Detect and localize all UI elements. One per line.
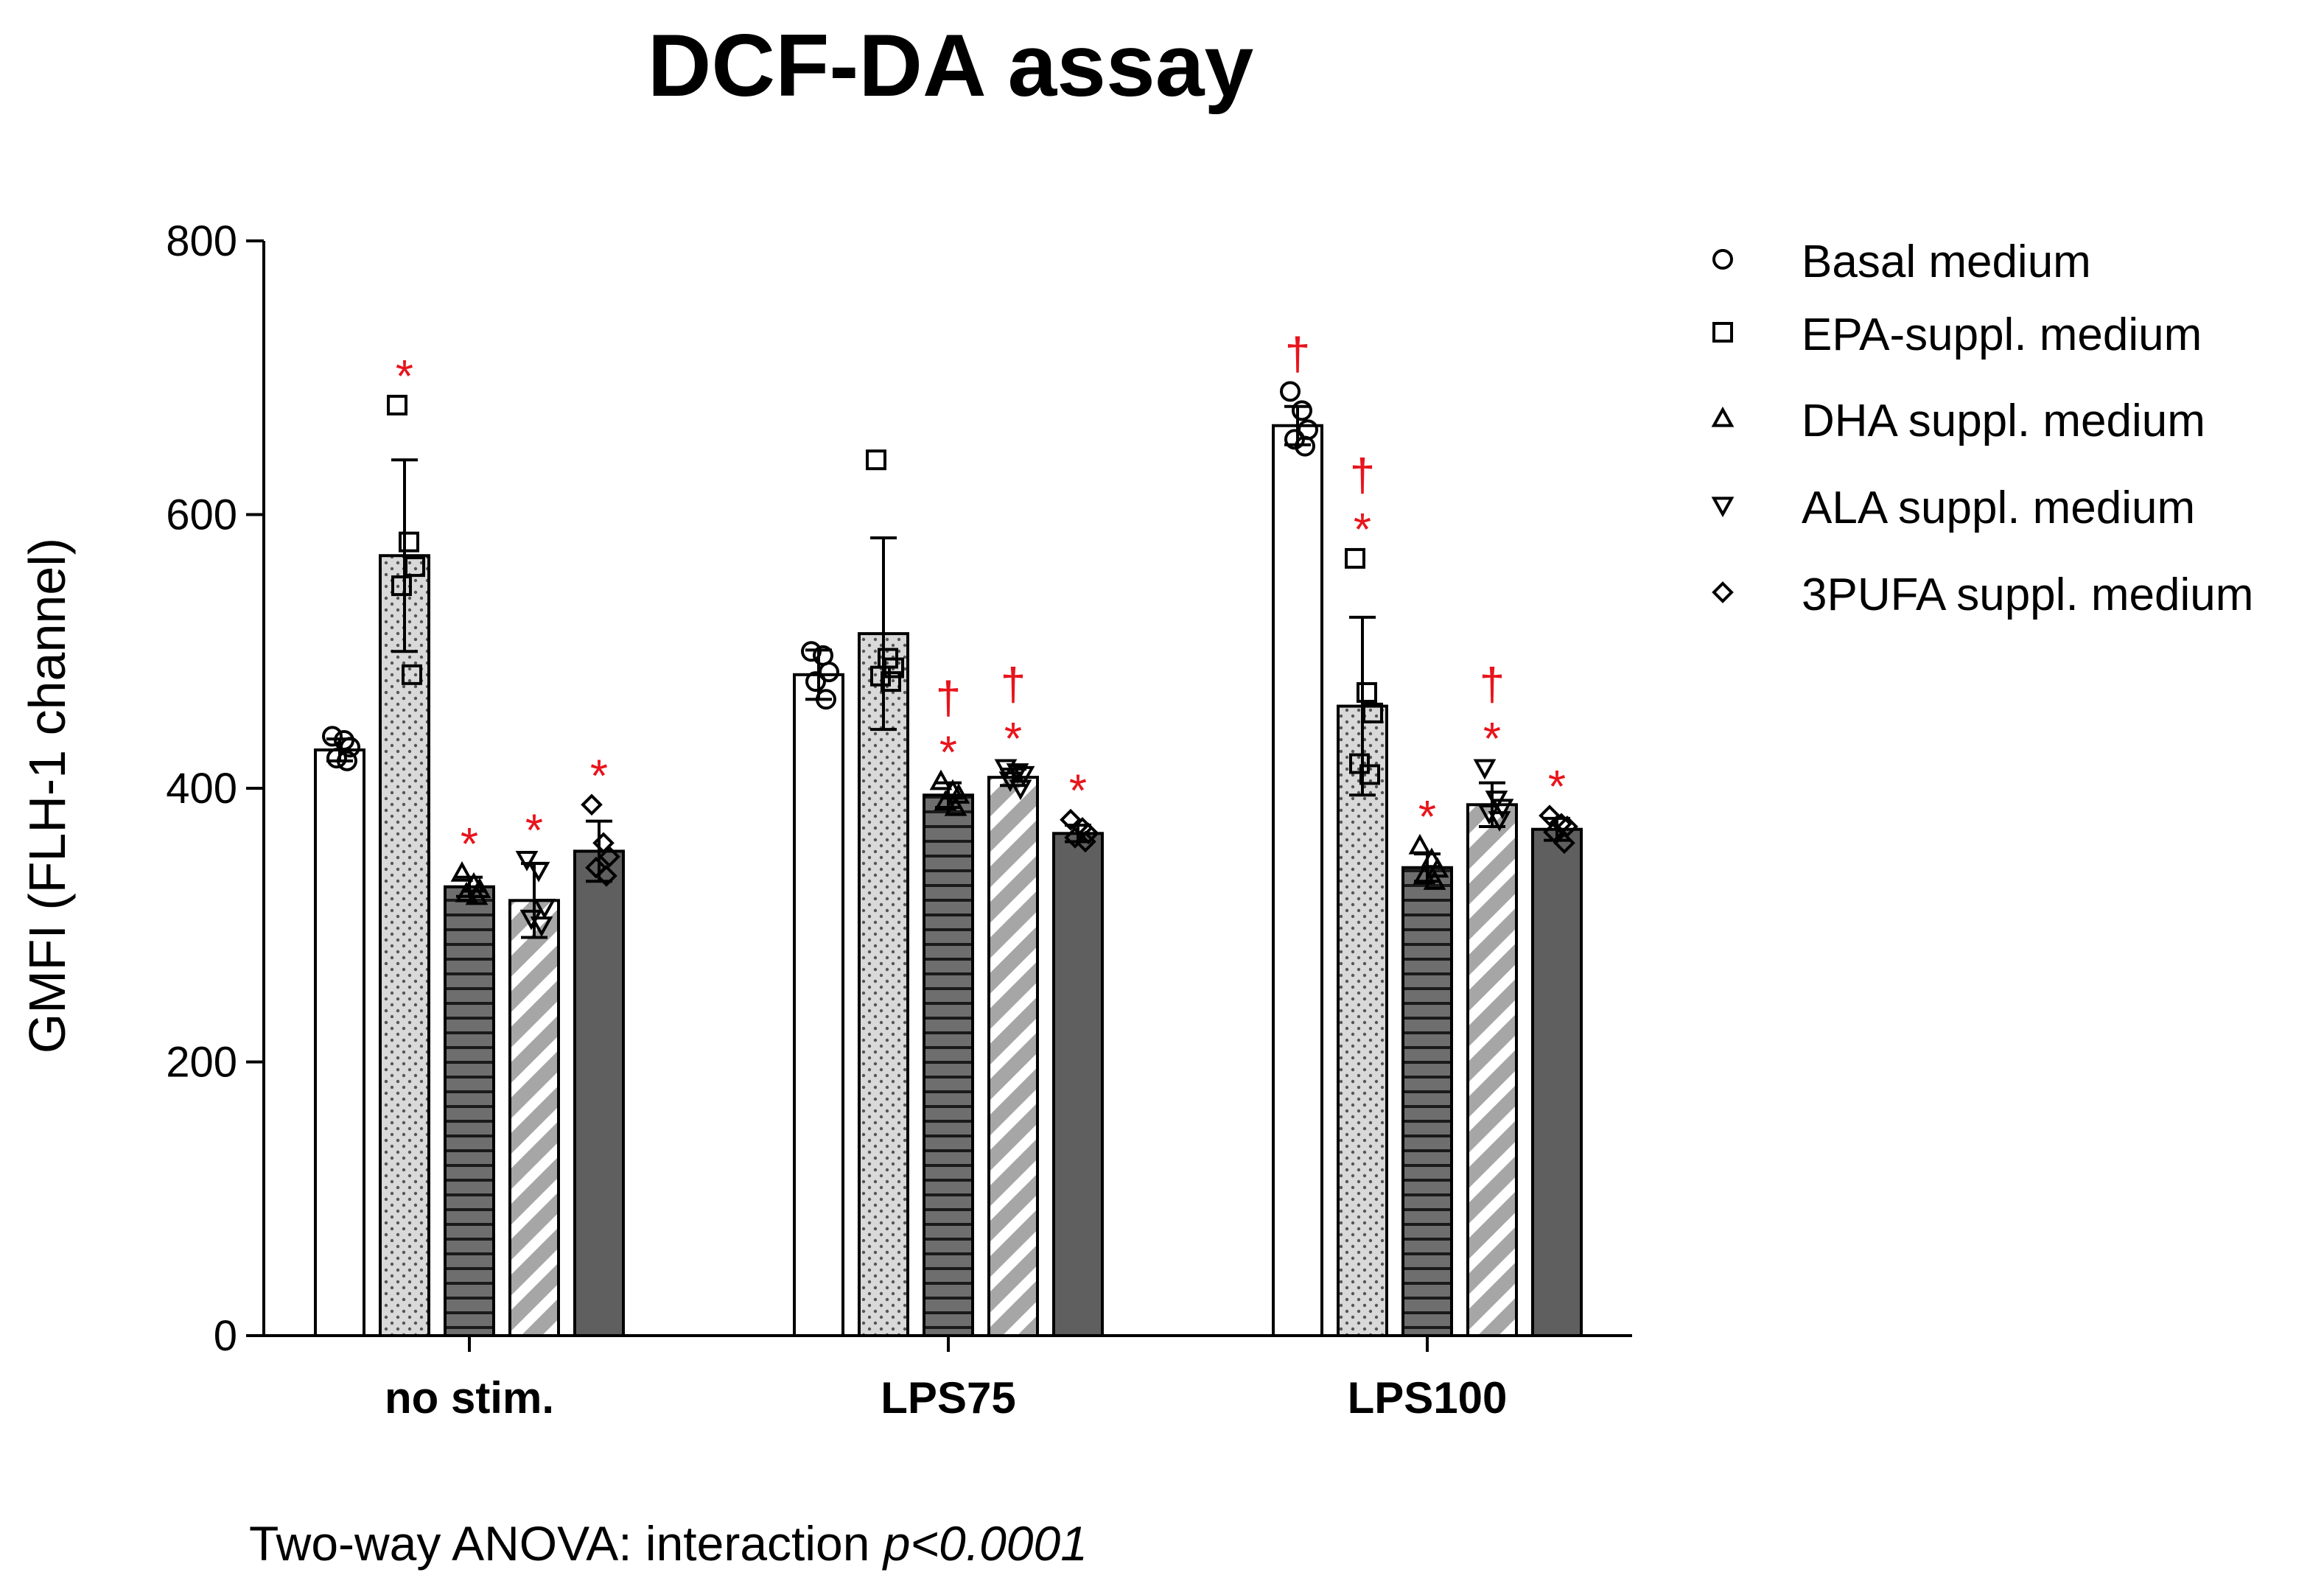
bar (1403, 868, 1452, 1336)
chart-title: DCF-DA assay (648, 16, 1254, 115)
data-point (867, 451, 885, 469)
data-point (323, 727, 341, 745)
legend-label: EPA-suppl. medium (1802, 309, 2202, 360)
significance-asterisk: * (461, 819, 478, 870)
significance-asterisk: * (525, 806, 543, 857)
bar (445, 887, 494, 1336)
y-tick-label: 0 (214, 1312, 237, 1360)
significance-asterisk: * (1069, 766, 1087, 817)
bars-layer (315, 426, 1581, 1336)
footnote-prefix: Two-way ANOVA: interaction (249, 1516, 883, 1571)
legend-label: 3PUFA suppl. medium (1802, 569, 2253, 620)
significance-dagger: † (1285, 329, 1310, 379)
y-axis: 0 200 400 600 800 (166, 217, 264, 1360)
bar (1338, 706, 1387, 1336)
significance-asterisk: * (1548, 762, 1566, 813)
data-point (1358, 684, 1376, 701)
bar (989, 777, 1037, 1336)
bar (315, 750, 364, 1336)
bar (859, 634, 908, 1336)
bar (575, 851, 623, 1336)
significance-asterisk: * (396, 351, 413, 402)
legend-marker (1714, 498, 1732, 514)
x-tick-label: LPS100 (1348, 1373, 1508, 1423)
bar (510, 900, 559, 1336)
legend-label: ALA suppl. medium (1802, 483, 2195, 533)
y-tick-label: 400 (166, 765, 237, 813)
significance-dagger: † (1001, 659, 1026, 710)
legend: Basal medium EPA-suppl. medium DHA suppl. … (1714, 236, 2253, 620)
significance-dagger: † (1350, 450, 1375, 501)
legend-marker (1714, 323, 1732, 341)
significance-dagger: † (1480, 659, 1505, 710)
x-tick-label: LPS75 (881, 1373, 1015, 1423)
significance-asterisk: * (1483, 714, 1501, 765)
bar (794, 675, 843, 1336)
legend-label: Basal medium (1802, 236, 2091, 287)
data-point (530, 863, 547, 880)
data-point (1281, 382, 1299, 400)
x-tick-label: no stim. (385, 1373, 554, 1423)
y-tick-label: 800 (166, 217, 237, 265)
significance-asterisk: * (1004, 714, 1022, 765)
bar (1533, 830, 1581, 1336)
y-axis-title: GMFI (FLH-1 channel) (18, 538, 76, 1053)
legend-marker (1714, 583, 1732, 601)
y-tick-label: 600 (166, 491, 237, 539)
chart: DCF-DA assay GMFI (FLH-1 channel) 0 200 40… (0, 0, 2324, 1592)
bar (1468, 804, 1516, 1336)
y-tick-label: 200 (166, 1039, 237, 1087)
significance-asterisk: * (1354, 505, 1371, 555)
data-point (1293, 401, 1311, 419)
bar (1054, 833, 1102, 1336)
significance-dagger: † (936, 673, 961, 724)
significance-asterisk: * (939, 728, 957, 779)
legend-marker (1714, 250, 1732, 268)
footnote-pvalue: p<0.0001 (882, 1516, 1088, 1571)
significance-asterisk: * (590, 751, 608, 802)
data-point (400, 533, 418, 551)
bar (924, 795, 973, 1336)
legend-label: DHA suppl. medium (1802, 396, 2205, 446)
legend-marker (1714, 410, 1732, 426)
significance-layer: †**†**†***†*†* * * (396, 329, 1566, 870)
significance-asterisk: * (1418, 792, 1436, 843)
footnote: Two-way ANOVA: interaction p<0.0001 (249, 1516, 1088, 1571)
x-axis: no stim. LPS75 LPS100 (264, 1336, 1632, 1423)
bar (1273, 426, 1322, 1336)
